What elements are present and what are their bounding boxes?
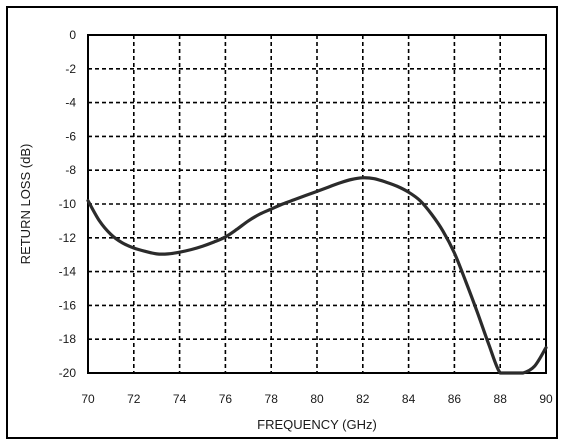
y-tick-label: -12: [59, 231, 77, 245]
y-tick-label: -16: [59, 298, 77, 312]
y-tick-label: -10: [59, 197, 77, 211]
x-tick-label: 80: [310, 392, 324, 406]
x-tick-label: 74: [173, 392, 187, 406]
y-tick-labels: 0 -2 -4 -6 -8 -10 -12 -14 -16 -18 -20: [59, 28, 77, 380]
x-axis-title: FREQUENCY (GHz): [257, 417, 377, 432]
figure-frame: [6, 6, 558, 439]
x-tick-label: 76: [219, 392, 233, 406]
y-tick-label: -14: [59, 265, 77, 279]
x-tick-label: 82: [356, 392, 370, 406]
x-tick-label: 84: [402, 392, 416, 406]
x-tick-label: 78: [265, 392, 279, 406]
y-tick-label: -4: [65, 96, 76, 110]
y-axis-title: RETURN LOSS (dB): [18, 144, 33, 265]
x-tick-label: 70: [81, 392, 95, 406]
y-tick-label: -6: [65, 129, 76, 143]
y-tick-label: -20: [59, 366, 77, 380]
grid-layer: [88, 35, 546, 373]
y-tick-label: -2: [65, 62, 76, 76]
x-tick-label: 86: [448, 392, 462, 406]
plot-area-frame: [87, 34, 547, 374]
x-tick-label: 88: [494, 392, 508, 406]
y-tick-label: -8: [65, 163, 76, 177]
y-tick-label: 0: [69, 28, 76, 42]
return-loss-series-line: [86, 176, 548, 375]
x-tick-label: 90: [539, 392, 553, 406]
y-tick-label: -18: [59, 332, 77, 346]
x-tick-labels: 70 72 74 76 78 80 82 84 86 88 90: [81, 392, 553, 406]
x-tick-label: 72: [127, 392, 141, 406]
